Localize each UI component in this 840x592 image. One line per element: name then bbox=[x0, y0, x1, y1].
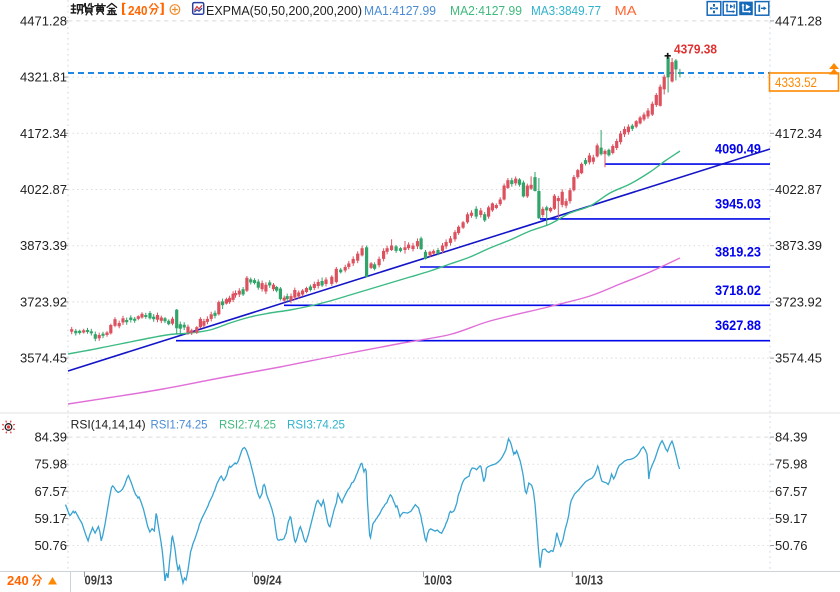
svg-text:4090.49: 4090.49 bbox=[715, 142, 761, 157]
svg-text:EXPMA(50,50,200,200,200): EXPMA(50,50,200,200,200) bbox=[206, 3, 362, 18]
svg-text:84.39: 84.39 bbox=[34, 430, 67, 445]
svg-text:75.98: 75.98 bbox=[775, 457, 808, 472]
svg-text:4471.28: 4471.28 bbox=[20, 13, 67, 28]
svg-text:MA2:4127.99: MA2:4127.99 bbox=[450, 3, 522, 18]
svg-text:3873.39: 3873.39 bbox=[20, 238, 67, 253]
svg-text:4022.87: 4022.87 bbox=[20, 182, 67, 197]
svg-text:240: 240 bbox=[7, 573, 29, 588]
svg-text:RSI(14,14,14): RSI(14,14,14) bbox=[71, 418, 146, 432]
svg-text:09/13: 09/13 bbox=[85, 574, 113, 588]
svg-text:3574.45: 3574.45 bbox=[775, 351, 822, 366]
svg-text:59.17: 59.17 bbox=[775, 511, 808, 526]
svg-text:09/24: 09/24 bbox=[254, 574, 282, 588]
svg-text:50.76: 50.76 bbox=[34, 538, 67, 553]
svg-text:240: 240 bbox=[128, 3, 148, 18]
svg-text:4172.34: 4172.34 bbox=[775, 126, 822, 141]
svg-text:4333.52: 4333.52 bbox=[775, 75, 817, 90]
svg-text:RSI3:74.25: RSI3:74.25 bbox=[287, 418, 345, 432]
svg-text:RSI1:74.25: RSI1:74.25 bbox=[151, 418, 208, 432]
svg-text:84.39: 84.39 bbox=[775, 430, 808, 445]
svg-text:MA1:4127.99: MA1:4127.99 bbox=[364, 3, 436, 18]
svg-text:3873.39: 3873.39 bbox=[775, 238, 822, 253]
svg-text:4172.34: 4172.34 bbox=[20, 126, 67, 141]
svg-text:MA: MA bbox=[615, 3, 637, 18]
svg-text:59.17: 59.17 bbox=[34, 511, 67, 526]
svg-text:10/03: 10/03 bbox=[424, 574, 452, 588]
svg-text:RSI2:74.25: RSI2:74.25 bbox=[219, 418, 276, 432]
svg-text:67.57: 67.57 bbox=[775, 484, 808, 499]
svg-text:67.57: 67.57 bbox=[34, 484, 67, 499]
svg-text:75.98: 75.98 bbox=[34, 457, 67, 472]
svg-text:3574.45: 3574.45 bbox=[20, 351, 67, 366]
svg-text:4321.81: 4321.81 bbox=[20, 70, 67, 85]
svg-text:3723.92: 3723.92 bbox=[20, 294, 67, 309]
svg-text:3819.23: 3819.23 bbox=[715, 245, 761, 260]
svg-text:4471.28: 4471.28 bbox=[775, 13, 822, 28]
svg-text:3718.02: 3718.02 bbox=[715, 283, 761, 298]
svg-text:4022.87: 4022.87 bbox=[775, 182, 822, 197]
svg-text:3627.88: 3627.88 bbox=[715, 318, 761, 333]
svg-text:MA3:3849.77: MA3:3849.77 bbox=[531, 3, 601, 18]
svg-text:3723.92: 3723.92 bbox=[775, 294, 822, 309]
svg-text:3945.03: 3945.03 bbox=[715, 196, 761, 211]
svg-text:10/13: 10/13 bbox=[575, 574, 603, 588]
svg-text:4379.38: 4379.38 bbox=[674, 42, 717, 57]
svg-text:50.76: 50.76 bbox=[775, 538, 808, 553]
